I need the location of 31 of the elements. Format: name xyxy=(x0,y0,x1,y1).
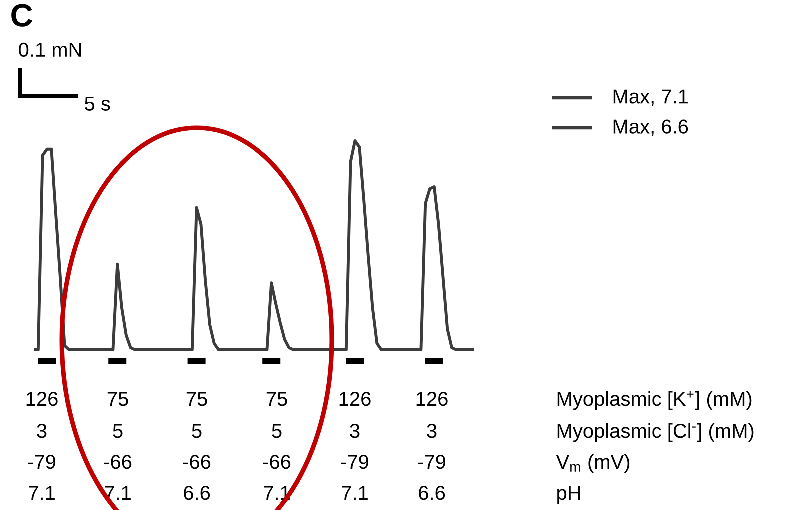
text: 75 xyxy=(108,392,128,406)
text: -79 xyxy=(28,455,56,470)
text: 5 xyxy=(113,424,123,438)
text: -66 xyxy=(104,455,132,470)
chart-title: C xyxy=(12,4,33,27)
text: 0.1 mN xyxy=(19,42,82,58)
text: 126 xyxy=(340,392,371,406)
text: 126 xyxy=(416,392,448,406)
text: -79 xyxy=(341,455,368,470)
text: 5 xyxy=(272,424,282,438)
text: 5 xyxy=(192,424,202,438)
text: 3 xyxy=(350,424,360,438)
text: Max, 6.6 xyxy=(614,120,688,136)
text: Max, 7.1 xyxy=(614,90,688,106)
text: 126 xyxy=(26,392,58,406)
text: 75 xyxy=(186,392,208,406)
text: 5 s xyxy=(85,97,110,111)
text: 7.1 xyxy=(342,486,368,500)
text: V$_{m}$ (mV) xyxy=(556,454,630,474)
text: pH xyxy=(558,486,580,504)
text: 7.1 xyxy=(29,486,55,500)
text: 75 xyxy=(266,392,288,406)
text: -66 xyxy=(183,455,211,470)
text: 6.6 xyxy=(184,486,210,500)
text: 6.6 xyxy=(419,486,446,500)
text: 3 xyxy=(427,424,437,438)
text: -79 xyxy=(418,455,446,470)
text: Myoplasmic [K$^{+}$] (mM) xyxy=(558,390,752,410)
text: 3 xyxy=(37,424,47,438)
text: -66 xyxy=(263,455,291,470)
text: Myoplasmic [Cl$^{-}$] (mM) xyxy=(558,423,754,442)
